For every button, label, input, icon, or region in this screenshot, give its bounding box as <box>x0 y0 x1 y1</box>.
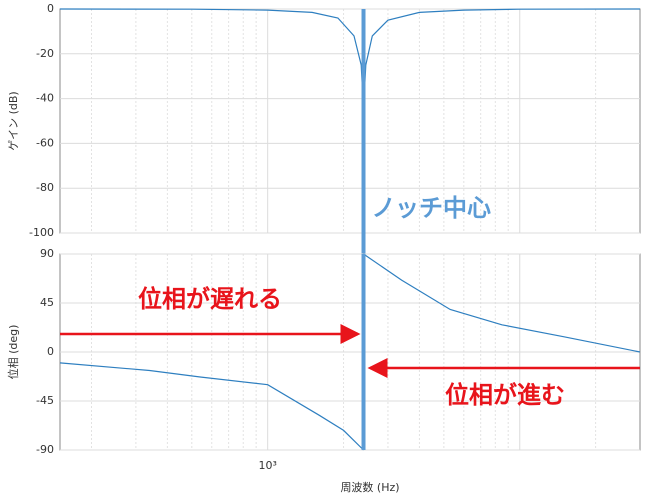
y-tick-label: 45 <box>40 296 54 309</box>
y-tick-label: 0 <box>47 345 54 358</box>
notch-label: ノッチ中心 <box>372 194 492 222</box>
y-tick-label: -100 <box>29 226 54 239</box>
y-tick-label: 90 <box>40 247 54 260</box>
plot-frame <box>59 8 641 234</box>
y-tick-label: -90 <box>36 443 54 456</box>
x-axis-label: 周波数 (Hz) <box>340 481 399 494</box>
y-tick-label: -45 <box>36 394 54 407</box>
y-tick-label: -80 <box>36 181 54 194</box>
y-axis-label: 位相 (deg) <box>6 325 20 380</box>
y-tick-label: -20 <box>36 47 54 60</box>
annotation: 位相が進む <box>445 381 565 409</box>
x-tick-label: 10³ <box>258 459 276 472</box>
annotation: 位相が遅れる <box>138 285 282 313</box>
y-tick-label: -60 <box>36 136 54 149</box>
y-tick-label: 0 <box>47 2 54 15</box>
y-tick-label: -40 <box>36 92 54 105</box>
data-line <box>59 253 641 451</box>
y-axis-label: ゲイン (dB) <box>7 91 20 150</box>
